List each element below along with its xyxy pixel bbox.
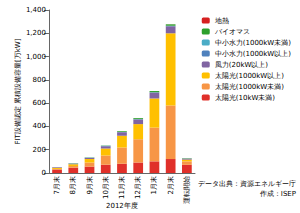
svg-text:10月末: 10月末 bbox=[102, 176, 110, 199]
svg-text:12月末: 12月末 bbox=[134, 176, 142, 199]
svg-text:運転開始: 運転開始 bbox=[183, 176, 191, 204]
svg-text:中小水力(1000kW未満): 中小水力(1000kW未満) bbox=[215, 39, 292, 47]
svg-text:200: 200 bbox=[33, 146, 46, 154]
svg-text:1月末: 1月末 bbox=[150, 176, 158, 194]
svg-text:太陽光(1000kW以上): 太陽光(1000kW以上) bbox=[215, 72, 285, 80]
svg-text:2月末: 2月末 bbox=[167, 176, 175, 194]
svg-text:風力(20kW以上): 風力(20kW以上) bbox=[215, 61, 269, 69]
svg-text:太陽光(1000kW未満): 太陽光(1000kW未満) bbox=[215, 83, 285, 91]
svg-text:400: 400 bbox=[33, 122, 46, 130]
svg-text:バイオマス: バイオマス bbox=[214, 28, 250, 36]
svg-text:データ出典：資源エネルギー庁: データ出典：資源エネルギー庁 bbox=[198, 180, 296, 188]
svg-text:9月末: 9月末 bbox=[86, 176, 94, 194]
svg-text:FIT設備認定 累積設備容量[万kW]: FIT設備認定 累積設備容量[万kW] bbox=[14, 38, 22, 144]
svg-text:1,000: 1,000 bbox=[26, 53, 46, 61]
svg-text:7月末: 7月末 bbox=[53, 176, 61, 194]
svg-text:1,400: 1,400 bbox=[26, 6, 46, 14]
svg-text:地熱: 地熱 bbox=[214, 17, 229, 25]
svg-text:作成：ISEP: 作成：ISEP bbox=[259, 190, 296, 198]
svg-text:2012年度: 2012年度 bbox=[106, 202, 138, 210]
svg-text:太陽光(10kW未満): 太陽光(10kW未満) bbox=[215, 94, 276, 102]
svg-text:800: 800 bbox=[33, 76, 46, 84]
svg-text:0: 0 bbox=[41, 169, 45, 177]
svg-text:11月末: 11月末 bbox=[118, 176, 126, 199]
svg-text:600: 600 bbox=[33, 99, 46, 107]
svg-text:8月末: 8月末 bbox=[69, 176, 77, 194]
svg-text:中小水力(1000kW以上): 中小水力(1000kW以上) bbox=[215, 50, 292, 58]
svg-text:1,200: 1,200 bbox=[26, 29, 46, 37]
